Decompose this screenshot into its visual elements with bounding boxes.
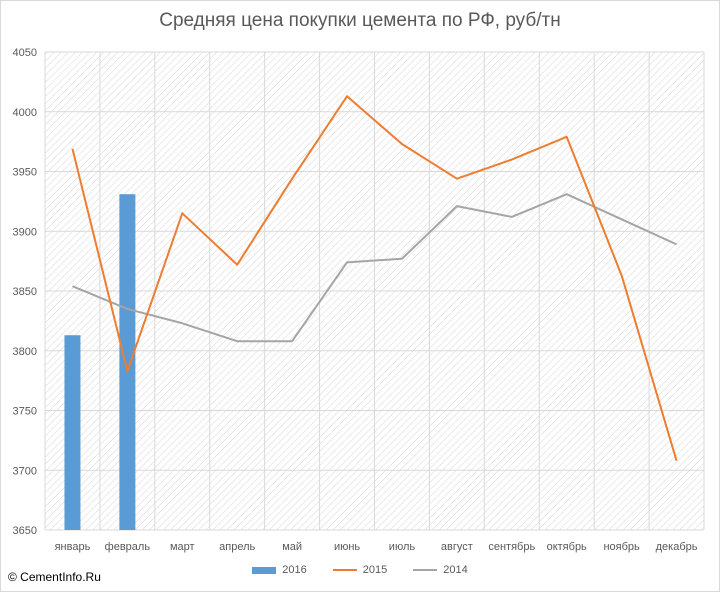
x-tick-label: октябрь <box>547 541 587 553</box>
chart-title: Средняя цена покупки цемента по РФ, руб/… <box>159 10 561 31</box>
chart-legend: 2016 2015 2014 <box>0 564 720 576</box>
y-tick-label: 3850 <box>13 286 37 298</box>
y-tick-label: 4050 <box>13 47 37 59</box>
x-tick-label: февраль <box>105 541 151 553</box>
legend-item-2016: 2016 <box>252 564 307 576</box>
x-tick-label: апрель <box>219 541 255 553</box>
x-tick-label: декабрь <box>656 541 698 553</box>
x-tick-label: сентябрь <box>488 541 535 553</box>
bar-2016 <box>64 335 81 530</box>
bar-2016 <box>119 194 136 530</box>
y-tick-label: 3700 <box>13 465 37 477</box>
y-tick-label: 3950 <box>13 167 37 179</box>
x-tick-label: май <box>282 541 302 553</box>
legend-label: 2016 <box>282 564 307 576</box>
legend-item-2015: 2015 <box>332 564 388 576</box>
y-tick-label: 3800 <box>13 346 37 358</box>
y-tick-label: 4000 <box>13 107 37 119</box>
x-tick-label: август <box>441 541 473 553</box>
y-tick-label: 3900 <box>13 226 37 238</box>
legend-label: 2015 <box>362 564 388 576</box>
y-tick-label: 3750 <box>13 406 37 418</box>
line-2014 <box>72 193 677 343</box>
legend-swatch <box>413 569 438 571</box>
line-2015 <box>71 95 678 461</box>
x-tick-label: январь <box>55 541 91 553</box>
legend-label: 2014 <box>443 564 468 576</box>
legend-item-2014: 2014 <box>413 564 468 576</box>
y-tick-label: 3650 <box>13 525 37 537</box>
copyright-text: © CementInfo.Ru <box>8 570 101 584</box>
x-tick-label: ноябрь <box>603 541 640 553</box>
x-tick-label: март <box>170 541 195 553</box>
x-tick-label: июнь <box>334 541 360 553</box>
x-tick-label: июль <box>389 541 416 553</box>
legend-swatch <box>332 569 357 571</box>
legend-swatch <box>252 566 277 574</box>
